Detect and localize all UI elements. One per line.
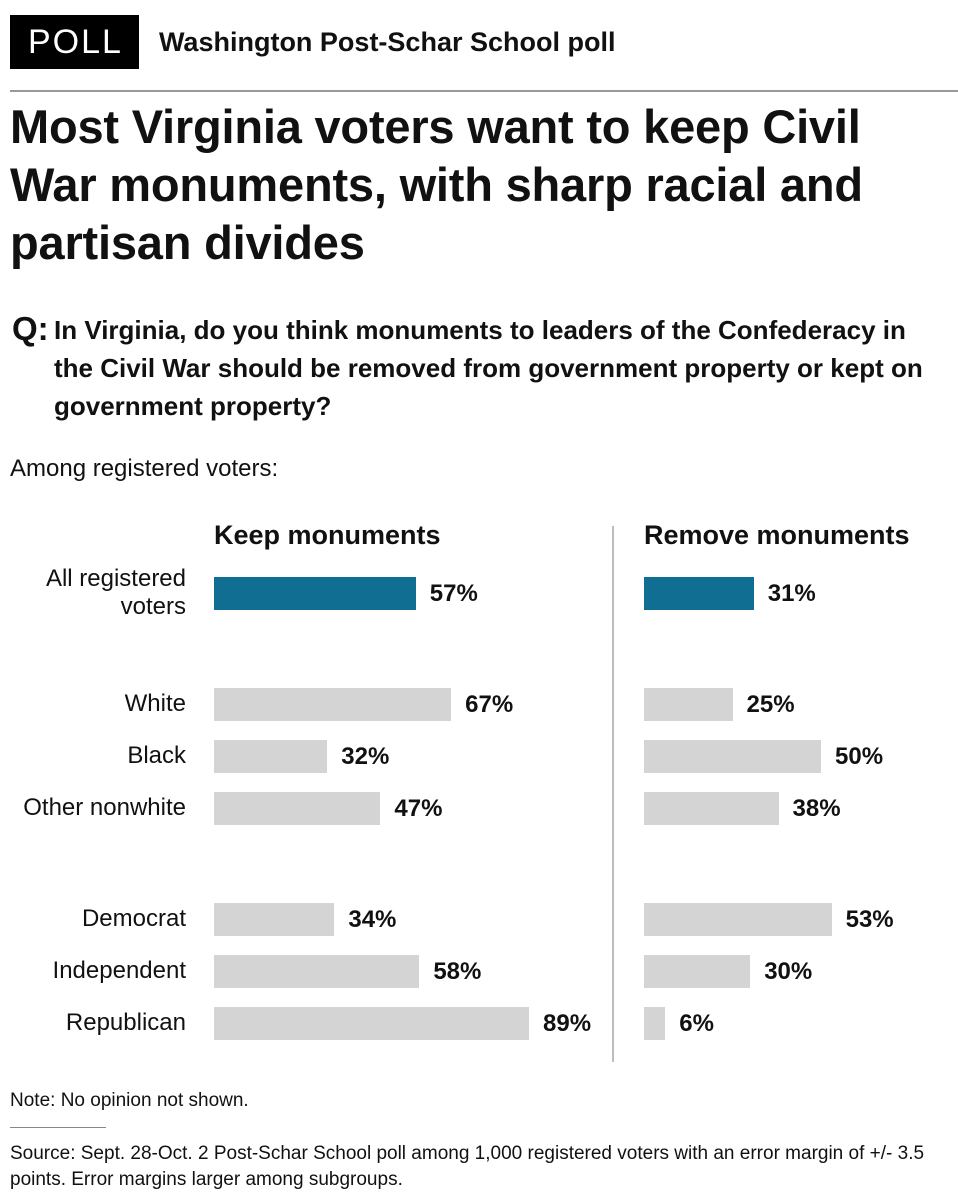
value-label-keep-monuments-all-registered-voters: 57% — [429, 580, 478, 607]
row-label-black: Black — [127, 742, 186, 769]
remove-column-header: Remove monuments — [644, 520, 910, 550]
question-text: In Virginia, do you think monuments to l… — [54, 315, 923, 421]
value-label-keep-monuments-independent: 58% — [433, 958, 482, 985]
bar-keep-monuments-black — [214, 740, 328, 773]
value-label-remove-monuments-white: 25% — [746, 691, 795, 718]
value-label-remove-monuments-all-registered-voters: 31% — [767, 580, 816, 607]
bar-remove-monuments-republican — [644, 1007, 666, 1040]
bar-keep-monuments-democrat — [214, 903, 335, 936]
value-label-remove-monuments-black: 50% — [835, 743, 884, 770]
value-label-remove-monuments-republican: 6% — [679, 1010, 714, 1037]
question-label: Q: — [12, 310, 49, 347]
poll-header: POLL Washington Post-Schar School poll — [10, 14, 615, 70]
subtitle: Among registered voters: — [10, 455, 279, 482]
bar-remove-monuments-black — [644, 740, 821, 773]
row-label-republican: Republican — [65, 1009, 186, 1036]
value-label-keep-monuments-other-nonwhite: 47% — [394, 795, 443, 822]
bar-remove-monuments-other-nonwhite — [644, 792, 779, 825]
poll-badge: POLL — [10, 15, 139, 69]
header-divider — [10, 90, 958, 92]
value-label-remove-monuments-other-nonwhite: 38% — [792, 795, 841, 822]
value-label-keep-monuments-democrat: 34% — [348, 906, 397, 933]
value-label-keep-monuments-black: 32% — [341, 743, 390, 770]
bar-keep-monuments-white — [214, 688, 452, 721]
row-label-white: White — [124, 690, 186, 717]
value-label-keep-monuments-white: 67% — [465, 691, 514, 718]
column-divider — [612, 526, 614, 1062]
row-label-independent: Independent — [52, 957, 186, 984]
headline: Most Virginia voters want to keep Civil … — [10, 100, 863, 269]
bar-keep-monuments-all-registered-voters — [214, 577, 416, 610]
header-title: Washington Post-Schar School poll — [158, 26, 616, 57]
row-label-democrat: Democrat — [81, 905, 186, 932]
source: Source: Sept. 28-Oct. 2 Post-Schar Schoo… — [10, 1143, 925, 1190]
bar-keep-monuments-independent — [214, 955, 420, 988]
bar-remove-monuments-democrat — [644, 903, 832, 936]
row-label-all-registered-voters: All registered voters — [45, 565, 186, 620]
bar-remove-monuments-white — [644, 688, 733, 721]
bar-remove-monuments-all-registered-voters — [644, 577, 754, 610]
value-label-remove-monuments-independent: 30% — [764, 958, 813, 985]
note: Note: No opinion not shown. — [10, 1090, 249, 1111]
bar-keep-monuments-republican — [214, 1007, 530, 1040]
value-label-keep-monuments-republican: 89% — [543, 1010, 592, 1037]
row-label-other-nonwhite: Other nonwhite — [23, 794, 186, 821]
note-divider — [10, 1127, 106, 1128]
bar-remove-monuments-independent — [644, 955, 751, 988]
value-label-remove-monuments-democrat: 53% — [845, 906, 894, 933]
bar-keep-monuments-other-nonwhite — [214, 792, 381, 825]
keep-column-header: Keep monuments — [214, 520, 441, 550]
